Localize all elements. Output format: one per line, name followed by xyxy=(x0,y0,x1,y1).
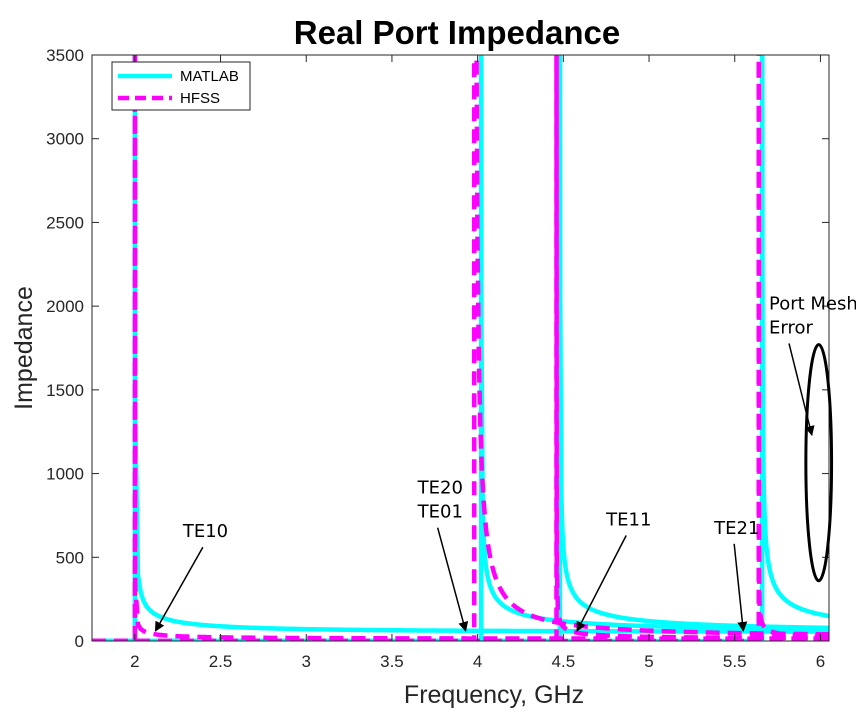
port-mesh-error-ellipse xyxy=(804,343,834,583)
hfss-curve-te11 xyxy=(92,55,829,641)
hfss-curve-te20-te01 xyxy=(92,55,829,641)
y-tick-label: 500 xyxy=(56,548,84,567)
y-tick-label: 2500 xyxy=(46,213,84,232)
x-tick-label: 3.5 xyxy=(380,652,404,671)
annotation-arrow-0 xyxy=(154,546,204,632)
annotation-label-1-0: TE20 xyxy=(417,478,463,499)
hfss-curve-te21 xyxy=(92,55,829,641)
annotation-label-0-0: TE10 xyxy=(182,521,228,542)
x-tick-label: 2.5 xyxy=(209,652,233,671)
plot-frame xyxy=(91,54,830,642)
x-tick-label: 3 xyxy=(302,652,311,671)
y-tick-label: 2000 xyxy=(46,297,84,316)
y-axis-label: Impedance xyxy=(10,286,38,410)
plot-background xyxy=(92,55,829,641)
matlab-curve-te11 xyxy=(92,55,829,641)
annotations: TE10 TE20 TE01 TE11 TE21 Port Mesh Error xyxy=(154,293,856,632)
annotation-label-1-1: TE01 xyxy=(417,502,463,523)
legend-box xyxy=(111,61,251,111)
x-axis-label: Frequency, GHz xyxy=(404,681,584,709)
legend-label-hfss: HFSS xyxy=(180,90,220,107)
annotation-label-2-0: TE11 xyxy=(605,509,651,530)
legend: MATLAB HFSS xyxy=(111,61,251,111)
y-tick-label: 3500 xyxy=(46,46,84,65)
series-curves xyxy=(92,55,829,641)
legend-label-matlab: MATLAB xyxy=(180,68,239,85)
tick-labels: 2 2.5 3 3.5 4 4.5 5 5.5 6 0 500 1000 1500 2000 2500 300… xyxy=(46,46,825,671)
y-tick-label: 0 xyxy=(75,632,84,651)
chart-title: Real Port Impedance xyxy=(294,14,620,51)
y-tick-label: 1000 xyxy=(46,465,84,484)
y-tick-label: 1500 xyxy=(46,381,84,400)
axes-frame xyxy=(91,54,830,642)
annotation-label-4-1: Error xyxy=(769,317,813,338)
matlab-curve-te21 xyxy=(92,55,829,641)
x-tick-label: 5.5 xyxy=(723,652,747,671)
annotation-label-3-0: TE21 xyxy=(713,518,759,539)
x-tick-label: 4 xyxy=(473,652,482,671)
annotation-arrow-1 xyxy=(436,527,469,632)
x-tick-label: 6 xyxy=(816,652,825,671)
y-tick-label: 3000 xyxy=(46,130,84,149)
annotation-label-4-0: Port Mesh xyxy=(769,293,856,314)
annotation-arrow-2 xyxy=(576,535,627,632)
x-tick-label: 4.5 xyxy=(552,652,576,671)
annotation-arrow-3 xyxy=(733,543,748,632)
x-tick-label: 5 xyxy=(644,652,653,671)
x-tick-label: 2 xyxy=(130,652,139,671)
